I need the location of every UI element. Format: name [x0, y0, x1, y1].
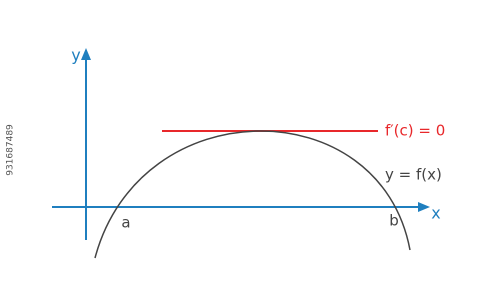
tangent-label: f′(c) = 0 — [385, 122, 445, 140]
curve-label: y = f(x) — [385, 166, 442, 184]
y-axis-label: y — [71, 46, 80, 65]
x-axis-label: x — [431, 204, 440, 223]
side-id: 931687489 — [6, 124, 16, 176]
x-axis-arrow — [418, 202, 430, 212]
point-a-label: a — [121, 214, 130, 232]
y-axis-arrow — [81, 48, 91, 60]
point-b-label: b — [389, 212, 399, 230]
curve — [94, 130, 411, 259]
